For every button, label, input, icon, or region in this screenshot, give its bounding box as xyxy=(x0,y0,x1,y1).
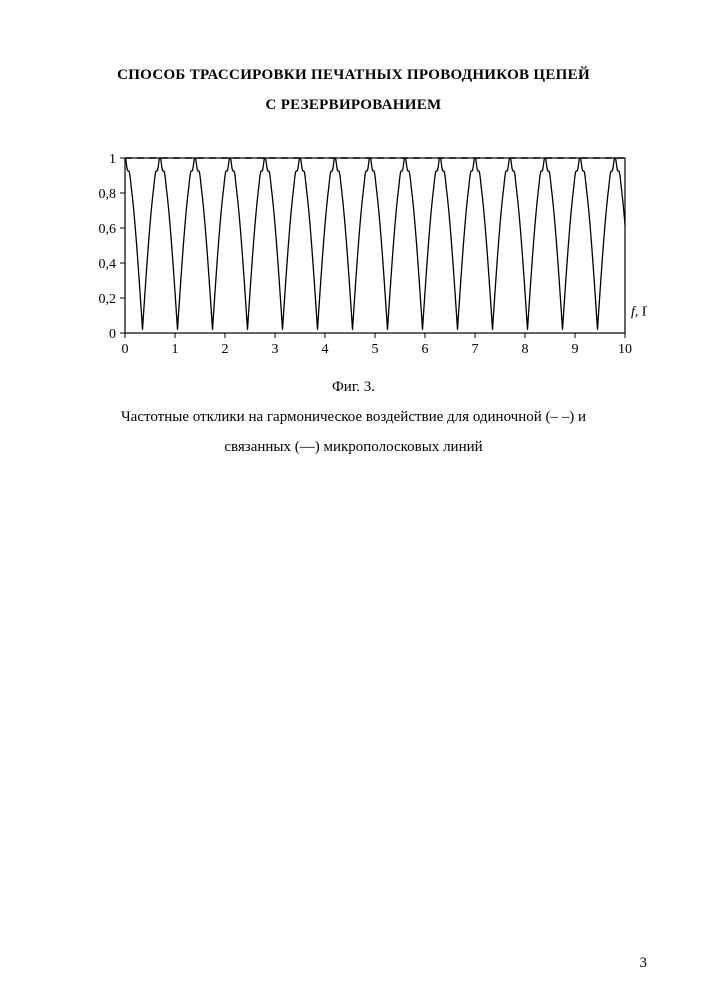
title-line-2: С РЕЗЕРВИРОВАНИЕМ xyxy=(60,90,647,120)
svg-text:0: 0 xyxy=(109,327,116,342)
svg-text:0: 0 xyxy=(122,342,129,357)
svg-text:6: 6 xyxy=(422,342,429,357)
svg-text:10: 10 xyxy=(618,342,632,357)
description-line-1: Частотные отклики на гармоническое возде… xyxy=(60,402,647,432)
frequency-response-chart: 0 1 2 3 4 5 6 7 8 9 10 0 0,2 0,4 0,6 0,8 1 f, ГГц xyxy=(60,148,647,368)
page-number: 3 xyxy=(640,955,648,972)
document-page: СПОСОБ ТРАССИРОВКИ ПЕЧАТНЫХ ПРОВОДНИКОВ … xyxy=(0,0,707,1000)
svg-text:5: 5 xyxy=(372,342,379,357)
svg-text:4: 4 xyxy=(322,342,329,357)
document-title: СПОСОБ ТРАССИРОВКИ ПЕЧАТНЫХ ПРОВОДНИКОВ … xyxy=(60,60,647,120)
svg-text:1: 1 xyxy=(109,152,116,167)
svg-text:2: 2 xyxy=(222,342,229,357)
svg-text:7: 7 xyxy=(472,342,479,357)
svg-text:0,6: 0,6 xyxy=(99,222,117,237)
svg-text:f, ГГц: f, ГГц xyxy=(631,305,647,320)
figure-description: Частотные отклики на гармоническое возде… xyxy=(60,402,647,462)
svg-text:1: 1 xyxy=(172,342,179,357)
figure-caption: Фиг. 3. xyxy=(60,379,647,396)
chart-container: 0 1 2 3 4 5 6 7 8 9 10 0 0,2 0,4 0,6 0,8 1 f, ГГц xyxy=(60,148,647,373)
svg-text:8: 8 xyxy=(522,342,529,357)
svg-text:0,2: 0,2 xyxy=(99,292,117,307)
title-line-1: СПОСОБ ТРАССИРОВКИ ПЕЧАТНЫХ ПРОВОДНИКОВ … xyxy=(60,60,647,90)
svg-text:0,8: 0,8 xyxy=(99,187,117,202)
svg-text:3: 3 xyxy=(272,342,279,357)
svg-text:9: 9 xyxy=(572,342,579,357)
svg-text:0,4: 0,4 xyxy=(99,257,117,272)
description-line-2: связанных (—) микрополосковых линий xyxy=(60,432,647,462)
